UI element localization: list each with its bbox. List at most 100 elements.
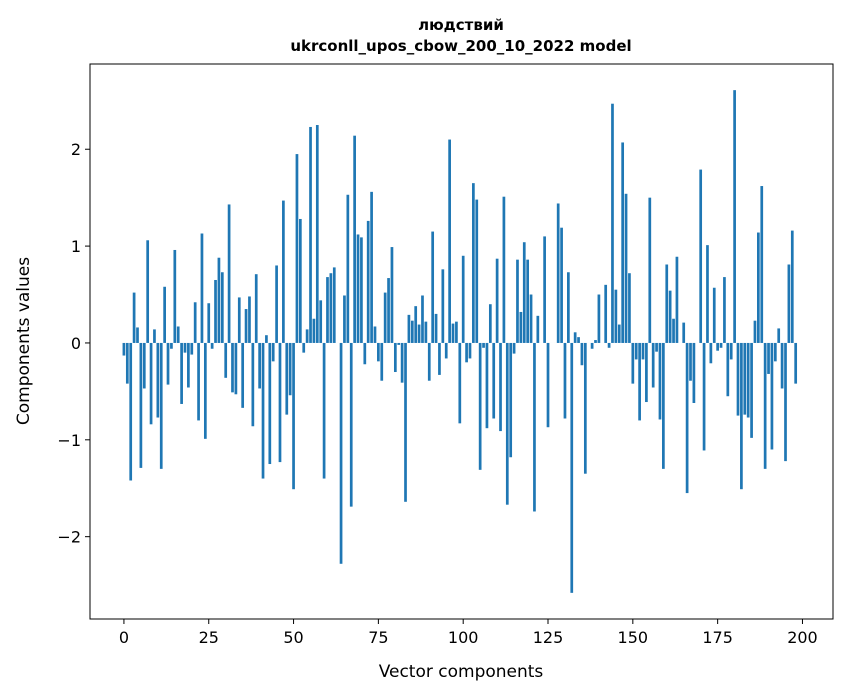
bar-160 — [665, 264, 669, 343]
bar-187 — [757, 232, 760, 343]
bar-120 — [529, 294, 533, 343]
x-tick-label-6: 150 — [618, 628, 649, 647]
bar-91 — [431, 231, 435, 343]
bar-33 — [234, 342, 238, 395]
bar-4 — [136, 327, 139, 343]
bar-79 — [390, 247, 394, 343]
bar-173 — [709, 342, 713, 364]
bar-111 — [499, 342, 502, 432]
bar-24 — [203, 342, 207, 439]
bar-14 — [170, 342, 173, 349]
bar-35 — [241, 342, 245, 408]
bar-150 — [631, 342, 635, 384]
x-axis-label: Vector components — [379, 662, 544, 682]
bar-39 — [254, 274, 258, 343]
bar-100 — [461, 255, 465, 343]
bar-195 — [784, 342, 787, 462]
bar-156 — [651, 342, 655, 388]
bar-25 — [207, 303, 211, 343]
x-tick-label-5: 125 — [533, 628, 564, 647]
bar-37 — [248, 296, 251, 343]
bar-131 — [567, 272, 570, 343]
bar-172 — [706, 245, 709, 343]
bar-20 — [190, 342, 194, 355]
bar-18 — [183, 342, 187, 353]
bar-110 — [495, 258, 499, 343]
y-axis-ticks: −2 −1 0 1 2 — [57, 140, 90, 547]
bar-80 — [393, 342, 397, 373]
y-tick-label-3: 1 — [71, 237, 81, 256]
bar-6 — [142, 342, 146, 389]
bar-40 — [258, 342, 261, 389]
bar-15 — [173, 249, 177, 343]
bar-5 — [139, 342, 143, 468]
bar-149 — [628, 273, 631, 343]
bar-179 — [729, 342, 733, 360]
bars-group — [122, 90, 798, 593]
bar-11 — [159, 342, 163, 469]
chart-title-line1: людствий — [418, 16, 504, 34]
bar-143 — [607, 342, 611, 348]
bar-9 — [153, 329, 156, 343]
bar-32 — [231, 342, 234, 393]
bar-76 — [380, 342, 384, 381]
bar-13 — [166, 342, 170, 385]
bar-34 — [237, 297, 241, 343]
bar-121 — [533, 342, 536, 512]
bar-148 — [624, 193, 628, 343]
bar-26 — [210, 342, 214, 349]
bar-155 — [648, 197, 652, 343]
bar-12 — [163, 286, 166, 343]
bar-167 — [689, 342, 692, 381]
bar-193 — [777, 328, 781, 343]
bar-153 — [641, 342, 645, 360]
bar-96 — [448, 139, 451, 343]
bar-98 — [455, 321, 458, 343]
bar-171 — [702, 342, 706, 451]
bar-60 — [326, 277, 329, 343]
bar-115 — [512, 342, 516, 354]
bar-72 — [366, 220, 370, 343]
bar-108 — [488, 304, 492, 343]
bar-54 — [305, 329, 309, 343]
bar-113 — [505, 342, 509, 505]
bar-122 — [536, 315, 540, 343]
bar-142 — [604, 284, 608, 343]
bar-109 — [492, 342, 496, 419]
bar-59 — [322, 342, 326, 479]
bar-8 — [149, 342, 153, 425]
x-tick-label-4: 100 — [448, 628, 479, 647]
bar-23 — [200, 233, 204, 343]
bar-145 — [614, 289, 618, 343]
bar-48 — [285, 342, 289, 415]
bar-50 — [292, 342, 295, 490]
bar-78 — [387, 278, 390, 343]
bar-67 — [349, 342, 353, 507]
bar-44 — [271, 342, 275, 362]
bar-71 — [363, 342, 367, 365]
bar-22 — [197, 342, 200, 421]
bar-45 — [275, 265, 278, 343]
bar-46 — [278, 342, 282, 463]
bar-36 — [244, 309, 248, 343]
bar-89 — [424, 321, 428, 343]
bar-0 — [122, 342, 126, 356]
bar-58 — [319, 300, 323, 343]
bar-135 — [580, 342, 584, 366]
bar-178 — [726, 342, 730, 397]
bar-93 — [438, 342, 441, 375]
bar-140 — [597, 294, 601, 343]
bar-184 — [746, 342, 750, 418]
bar-189 — [763, 342, 767, 469]
x-tick-label-0: 0 — [119, 628, 129, 647]
bar-119 — [526, 259, 530, 343]
bar-175 — [716, 342, 719, 351]
x-tick-label-8: 200 — [787, 628, 818, 647]
bar-87 — [417, 324, 421, 343]
bar-188 — [760, 186, 764, 343]
y-axis-label: Components values — [14, 257, 34, 425]
bar-198 — [794, 342, 798, 384]
bar-86 — [414, 306, 418, 343]
bar-125 — [546, 342, 550, 428]
